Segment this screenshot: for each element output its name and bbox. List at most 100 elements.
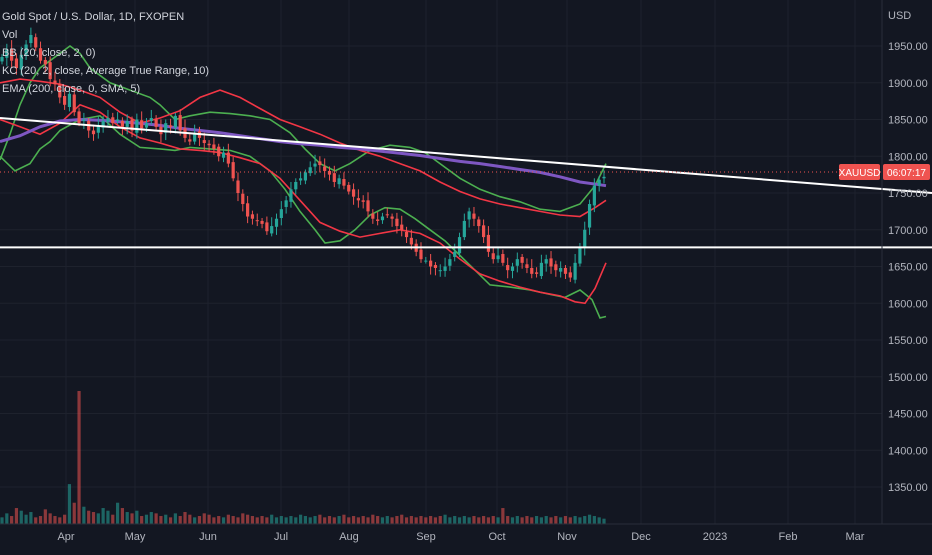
candle-body[interactable]	[265, 222, 269, 232]
candle-body[interactable]	[390, 216, 394, 219]
candle-body[interactable]	[173, 115, 177, 128]
candle-body[interactable]	[347, 184, 351, 192]
candle-body[interactable]	[400, 224, 404, 230]
candle-body[interactable]	[462, 220, 466, 238]
candle-body[interactable]	[501, 254, 505, 263]
candle-body[interactable]	[164, 123, 168, 133]
candle-body[interactable]	[67, 93, 72, 108]
candle-body[interactable]	[486, 234, 491, 252]
candle-body[interactable]	[448, 259, 452, 266]
candle-body[interactable]	[82, 119, 86, 121]
indicator-volume[interactable]: Vol	[2, 29, 18, 41]
candle-body[interactable]	[578, 248, 582, 264]
candle-body[interactable]	[303, 172, 308, 181]
candle-body[interactable]	[429, 260, 433, 267]
candle-body[interactable]	[101, 120, 105, 128]
candle-body[interactable]	[477, 219, 481, 227]
candle-body[interactable]	[178, 115, 182, 131]
candle-body[interactable]	[472, 213, 476, 219]
candle-body[interactable]	[342, 179, 346, 186]
indicator-ema[interactable]: EMA (200, close, 0, SMA, 5)	[2, 83, 141, 95]
candle-body[interactable]	[212, 144, 216, 149]
candle-body[interactable]	[226, 152, 230, 164]
candle-body[interactable]	[409, 237, 413, 245]
candle-body[interactable]	[534, 272, 539, 274]
time-axis[interactable]: Apr May Jun Jul Aug Sep Oct Nov Dec 2023 Feb Mar	[57, 531, 864, 543]
candle-body[interactable]	[453, 251, 457, 257]
candle-body[interactable]	[510, 266, 515, 271]
price-axis[interactable]: USD 1950.00 1900.00 1850.00 1800.00 1750.00 1…	[888, 10, 928, 494]
candle-body[interactable]	[0, 57, 4, 62]
candle-body[interactable]	[318, 161, 322, 166]
candle-body[interactable]	[29, 34, 33, 44]
candle-body[interactable]	[308, 167, 312, 174]
candle-body[interactable]	[327, 170, 332, 175]
candle-body[interactable]	[5, 49, 9, 58]
candle-body[interactable]	[491, 253, 495, 260]
candle-body[interactable]	[404, 231, 409, 238]
candle-body[interactable]	[506, 265, 510, 271]
candle-body[interactable]	[419, 249, 423, 260]
candle-body[interactable]	[361, 200, 365, 202]
candle-body[interactable]	[559, 267, 563, 272]
candle-body[interactable]	[255, 220, 259, 222]
candle-body[interactable]	[298, 178, 303, 181]
indicator-keltner-channels[interactable]: KC (20, 2, close, Average True Range, 10…	[2, 65, 210, 77]
candle-body[interactable]	[433, 265, 438, 268]
candle-body[interactable]	[24, 44, 28, 55]
candle-body[interactable]	[217, 146, 221, 157]
candle-body[interactable]	[279, 209, 283, 218]
candle-body[interactable]	[38, 48, 43, 61]
candle-body[interactable]	[438, 270, 442, 272]
candle-body[interactable]	[351, 189, 356, 197]
candle-body[interactable]	[125, 120, 129, 127]
candle-body[interactable]	[53, 80, 57, 85]
candle-body[interactable]	[19, 54, 23, 70]
indicator-bollinger-bands[interactable]: BB (20, close, 2, 0)	[2, 47, 96, 59]
candle-body[interactable]	[549, 258, 553, 267]
candle-body[interactable]	[144, 123, 149, 128]
candle-body[interactable]	[443, 266, 447, 271]
candle-body[interactable]	[515, 259, 519, 266]
candle-body[interactable]	[284, 200, 288, 207]
candle-body[interactable]	[544, 259, 548, 264]
candle-body[interactable]	[91, 130, 96, 135]
candle-body[interactable]	[539, 262, 543, 277]
candle-body[interactable]	[385, 214, 389, 216]
candle-body[interactable]	[380, 216, 385, 221]
candle-body[interactable]	[592, 185, 596, 206]
candle-body[interactable]	[457, 237, 462, 254]
symbol-title[interactable]: Gold Spot / U.S. Dollar, 1D, FXOPEN	[2, 11, 185, 23]
candle-body[interactable]	[520, 256, 524, 263]
candle-body[interactable]	[323, 166, 327, 171]
candle-body[interactable]	[395, 218, 399, 227]
candle-body[interactable]	[294, 181, 298, 190]
candle-body[interactable]	[467, 211, 471, 220]
candle-body[interactable]	[221, 152, 226, 158]
candle-body[interactable]	[77, 111, 81, 124]
candle-body[interactable]	[43, 59, 47, 65]
candle-body[interactable]	[597, 179, 601, 186]
candle-body[interactable]	[135, 119, 139, 133]
candle-body[interactable]	[202, 140, 206, 144]
candle-body[interactable]	[193, 132, 197, 142]
candle-body[interactable]	[366, 200, 370, 212]
candle-body[interactable]	[106, 118, 110, 122]
candle-body[interactable]	[583, 229, 587, 248]
trend-lines[interactable]	[0, 117, 932, 249]
candle-body[interactable]	[573, 262, 577, 280]
candle-body[interactable]	[120, 120, 124, 127]
candle-body[interactable]	[587, 204, 592, 228]
candle-body[interactable]	[530, 267, 534, 274]
candle-body[interactable]	[371, 213, 375, 219]
candle-body[interactable]	[376, 219, 380, 221]
candle-body[interactable]	[63, 95, 67, 105]
candle-body[interactable]	[274, 218, 279, 227]
candle-body[interactable]	[246, 203, 250, 217]
descending-trendline[interactable]	[0, 117, 932, 194]
candle-body[interactable]	[96, 125, 100, 133]
candle-body[interactable]	[250, 214, 255, 219]
candle-body[interactable]	[58, 84, 62, 98]
candle-body[interactable]	[231, 162, 235, 179]
